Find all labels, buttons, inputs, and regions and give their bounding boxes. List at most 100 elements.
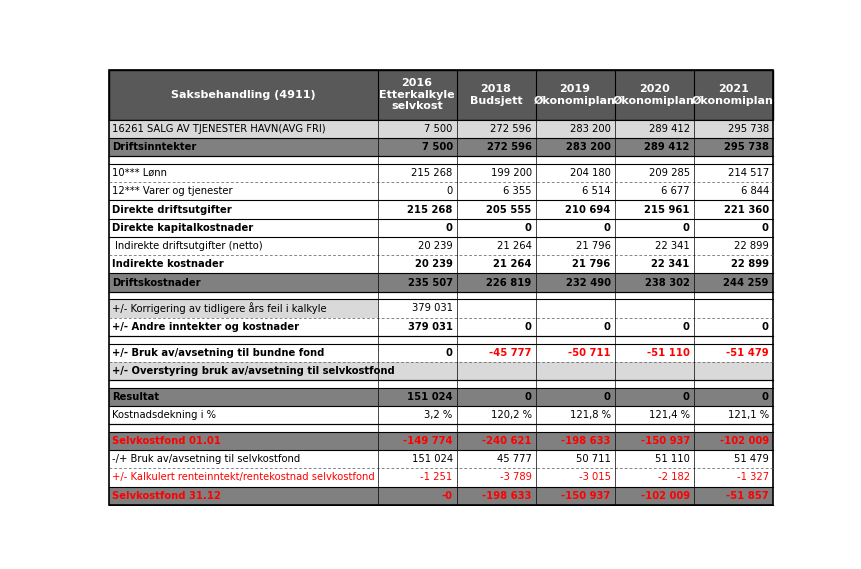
Text: -149 774: -149 774 (403, 436, 453, 446)
Text: Driftsinntekter: Driftsinntekter (112, 142, 196, 152)
Text: 50 711: 50 711 (576, 454, 610, 464)
Bar (109, 299, 773, 318)
Text: -198 633: -198 633 (561, 436, 610, 446)
Text: +/- Kalkulert renteinntekt/rentekostnad selvkostfond: +/- Kalkulert renteinntekt/rentekostnad … (112, 472, 375, 483)
Text: +/- Korrigering av tidligere års feil i kalkyle: +/- Korrigering av tidligere års feil i … (112, 303, 327, 315)
Text: 214 517: 214 517 (728, 168, 769, 178)
Text: 6 355: 6 355 (503, 186, 532, 196)
Bar (109, 119, 773, 138)
Text: 51 110: 51 110 (655, 454, 690, 464)
Text: 0: 0 (525, 392, 532, 402)
Text: Direkte kapitalkostnader: Direkte kapitalkostnader (112, 223, 253, 233)
Text: 283 200: 283 200 (570, 124, 610, 134)
Text: 0: 0 (446, 348, 453, 358)
Bar (109, 70, 773, 119)
Text: 6 844: 6 844 (740, 186, 769, 196)
Bar (109, 344, 773, 362)
Text: 0: 0 (762, 392, 769, 402)
Text: 12*** Varer og tjenester: 12*** Varer og tjenester (112, 186, 232, 196)
Text: 379 031: 379 031 (407, 321, 453, 332)
Bar (109, 138, 773, 156)
Text: 2021
Økonomiplan: 2021 Økonomiplan (692, 84, 774, 106)
Text: 289 412: 289 412 (644, 142, 690, 152)
Text: -240 621: -240 621 (482, 436, 532, 446)
Text: 45 777: 45 777 (497, 454, 532, 464)
Text: 210 694: 210 694 (566, 204, 610, 215)
Text: 21 264: 21 264 (493, 259, 532, 269)
Text: 7 500: 7 500 (422, 142, 453, 152)
Text: 0: 0 (604, 392, 610, 402)
Text: 0: 0 (525, 223, 532, 233)
Bar (109, 292, 773, 299)
Text: -51 110: -51 110 (647, 348, 690, 358)
Text: Indirekte kostnader: Indirekte kostnader (112, 259, 224, 269)
Text: 2019
Økonomiplan: 2019 Økonomiplan (534, 84, 616, 106)
Text: Selvkostfond 31.12: Selvkostfond 31.12 (112, 490, 221, 501)
Text: 16261 SALG AV TJENESTER HAVN(AVG FRI): 16261 SALG AV TJENESTER HAVN(AVG FRI) (112, 124, 326, 134)
Text: -2 182: -2 182 (658, 472, 690, 483)
Text: 0: 0 (683, 392, 690, 402)
Text: 6 514: 6 514 (582, 186, 610, 196)
Text: -150 937: -150 937 (641, 436, 690, 446)
Text: 3,2 %: 3,2 % (424, 410, 453, 420)
Text: 22 341: 22 341 (655, 241, 690, 251)
Text: 121,8 %: 121,8 % (570, 410, 610, 420)
Text: -51 857: -51 857 (726, 490, 769, 501)
Bar (109, 336, 773, 344)
Text: 205 555: 205 555 (486, 204, 532, 215)
Text: 272 596: 272 596 (486, 142, 532, 152)
Text: 215 961: 215 961 (644, 204, 690, 215)
Bar (109, 486, 773, 505)
Text: 22 899: 22 899 (734, 241, 769, 251)
Text: 215 268: 215 268 (407, 204, 453, 215)
Text: Direkte driftsutgifter: Direkte driftsutgifter (112, 204, 232, 215)
Text: Selvkostfond 01.01: Selvkostfond 01.01 (112, 436, 221, 446)
Text: Saksbehandling (4911): Saksbehandling (4911) (171, 90, 316, 100)
Text: 20 239: 20 239 (415, 259, 453, 269)
Text: 0: 0 (762, 223, 769, 233)
Text: Driftskostnader: Driftskostnader (112, 278, 201, 287)
Bar (109, 299, 377, 318)
Bar (109, 406, 773, 424)
Bar (109, 218, 773, 237)
Text: 295 738: 295 738 (728, 124, 769, 134)
Text: -/+ Bruk av/avsetning til selvkostfond: -/+ Bruk av/avsetning til selvkostfond (112, 454, 300, 464)
Text: 232 490: 232 490 (566, 278, 610, 287)
Text: -0: -0 (442, 490, 453, 501)
Bar (109, 362, 773, 380)
Text: +/- Bruk av/avsetning til bundne fond: +/- Bruk av/avsetning til bundne fond (112, 348, 325, 358)
Bar (109, 164, 773, 182)
Text: 22 899: 22 899 (731, 259, 769, 269)
Text: 51 479: 51 479 (734, 454, 769, 464)
Text: 10*** Lønn: 10*** Lønn (112, 168, 167, 178)
Bar (109, 432, 773, 450)
Text: -1 327: -1 327 (737, 472, 769, 483)
Text: 295 738: 295 738 (724, 142, 769, 152)
Text: 283 200: 283 200 (566, 142, 610, 152)
Text: 121,1 %: 121,1 % (728, 410, 769, 420)
Text: 120,2 %: 120,2 % (491, 410, 532, 420)
Bar (109, 387, 773, 406)
Text: Indirekte driftsutgifter (netto): Indirekte driftsutgifter (netto) (115, 241, 263, 251)
Text: 0: 0 (604, 223, 610, 233)
Text: 22 341: 22 341 (652, 259, 690, 269)
Bar (109, 200, 773, 218)
Text: 238 302: 238 302 (645, 278, 690, 287)
Text: 235 507: 235 507 (407, 278, 453, 287)
Text: 7 500: 7 500 (424, 124, 453, 134)
Bar (109, 156, 773, 164)
Text: Kostnadsdekning i %: Kostnadsdekning i % (112, 410, 216, 420)
Text: 121,4 %: 121,4 % (649, 410, 690, 420)
Text: -45 777: -45 777 (489, 348, 532, 358)
Text: 0: 0 (762, 321, 769, 332)
Text: 221 360: 221 360 (724, 204, 769, 215)
Bar (109, 424, 773, 432)
Text: 2020
Økonomiplan: 2020 Økonomiplan (613, 84, 695, 106)
Text: -102 009: -102 009 (720, 436, 769, 446)
Text: 215 268: 215 268 (412, 168, 453, 178)
Text: 2016
Etterkalkyle
selvkost: 2016 Etterkalkyle selvkost (379, 78, 455, 112)
Text: 0: 0 (525, 321, 532, 332)
Text: 0: 0 (446, 186, 453, 196)
Text: 21 264: 21 264 (497, 241, 532, 251)
Text: 151 024: 151 024 (412, 454, 453, 464)
